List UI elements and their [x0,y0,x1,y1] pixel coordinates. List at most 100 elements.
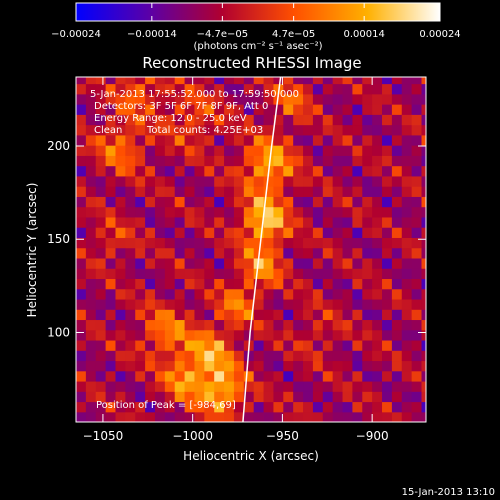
heatmap-cell [233,104,245,115]
heatmap-cell [273,370,284,382]
heatmap-cell [154,298,166,310]
heatmap-cell [421,329,426,341]
heatmap-cell [273,206,284,218]
heatmap-cell [391,175,403,187]
heatmap-cell [154,83,166,95]
heatmap-cell [76,77,87,85]
heatmap-cell [411,83,423,95]
heatmap-cell [253,114,265,126]
heatmap-cell [411,257,423,269]
heatmap-cell [243,247,255,259]
heatmap-cell [283,83,294,95]
heatmap-cell [391,134,403,146]
heatmap-cell [105,380,117,392]
heatmap-cell [421,380,426,392]
heatmap-cell [194,329,205,341]
heatmap-cell [332,134,344,146]
heatmap-cell [283,114,294,126]
heatmap-cell [154,77,166,85]
heatmap-cell [411,93,423,105]
heatmap-cell [85,175,97,187]
heatmap-cell [283,77,294,85]
heatmap-cell [233,257,245,269]
heatmap-cell [283,298,294,310]
heatmap-cell [164,298,176,310]
heatmap-cell [372,339,383,351]
heatmap-cell [174,196,186,208]
heatmap-cell [115,278,126,290]
heatmap-cell [125,360,136,372]
heatmap-cell [332,339,344,351]
heatmap-cell [76,83,87,95]
heatmap-cell [372,83,383,95]
heatmap-cell [85,237,97,249]
heatmap-cell [204,360,215,372]
heatmap-cell [194,77,205,85]
heatmap-cell [293,227,304,238]
heatmap-cell [125,401,136,413]
heatmap-cell [85,124,97,136]
heatmap-cell [303,401,314,413]
heatmap-cell [135,216,146,228]
heatmap-cell [105,145,117,156]
heatmap-cell [95,114,107,126]
heatmap-cell [273,391,284,403]
heatmap-cell [174,175,186,187]
heatmap-cell [233,288,245,300]
heatmap-cell [293,401,304,413]
heatmap-cell [194,309,205,321]
heatmap-cell [233,77,245,85]
heatmap-cell [224,247,235,259]
heatmap-cell [293,104,304,115]
heatmap-cell [194,134,205,146]
heatmap-cell [401,104,413,115]
heatmap-cell [204,206,215,218]
heatmap-cell [95,77,107,85]
x-tick-label: −1000 [172,429,213,443]
heatmap-cell [312,411,324,422]
heatmap-cell [174,145,186,156]
heatmap-cell [214,93,225,105]
heatmap-cell [312,134,324,146]
heatmap-cell [303,329,314,341]
heatmap-cell [204,196,215,208]
heatmap-cell [342,360,354,372]
heatmap-cell [85,155,97,167]
heatmap-cell [224,206,235,218]
heatmap-cell [224,411,235,422]
heatmap-cell [391,186,403,197]
heatmap-cell [194,380,205,392]
heatmap-cell [362,278,373,290]
heatmap-cell [322,175,334,187]
heatmap-cell [401,186,413,197]
heatmap-cell [154,380,166,392]
heatmap-cell [194,175,205,187]
heatmap-cell [421,124,426,136]
heatmap-cell [95,380,107,392]
heatmap-cell [303,134,314,146]
heatmap-cell [401,134,413,146]
heatmap-cell [273,278,284,290]
heatmap-cell [372,124,383,136]
heatmap-cell [125,257,136,269]
heatmap-cell [115,237,126,249]
chart-title: Reconstructed RHESSI Image [142,54,361,72]
heatmap-cell [263,380,275,392]
heatmap-cell [253,104,265,115]
heatmap-cell [135,298,146,310]
heatmap-cell [411,360,423,372]
heatmap-cell [164,401,176,413]
heatmap-cell [342,134,354,146]
heatmap-cell [125,329,136,341]
heatmap-cell [194,288,205,300]
heatmap-cell [105,247,117,259]
heatmap-cell [332,350,344,362]
heatmap-cell [95,134,107,146]
heatmap-cell [362,196,373,208]
heatmap-cell [174,247,186,259]
heatmap-cell [332,114,344,126]
heatmap-cell [352,134,363,146]
heatmap-cell [115,257,126,269]
heatmap-cell [224,83,235,95]
heatmap-cell [164,134,176,146]
